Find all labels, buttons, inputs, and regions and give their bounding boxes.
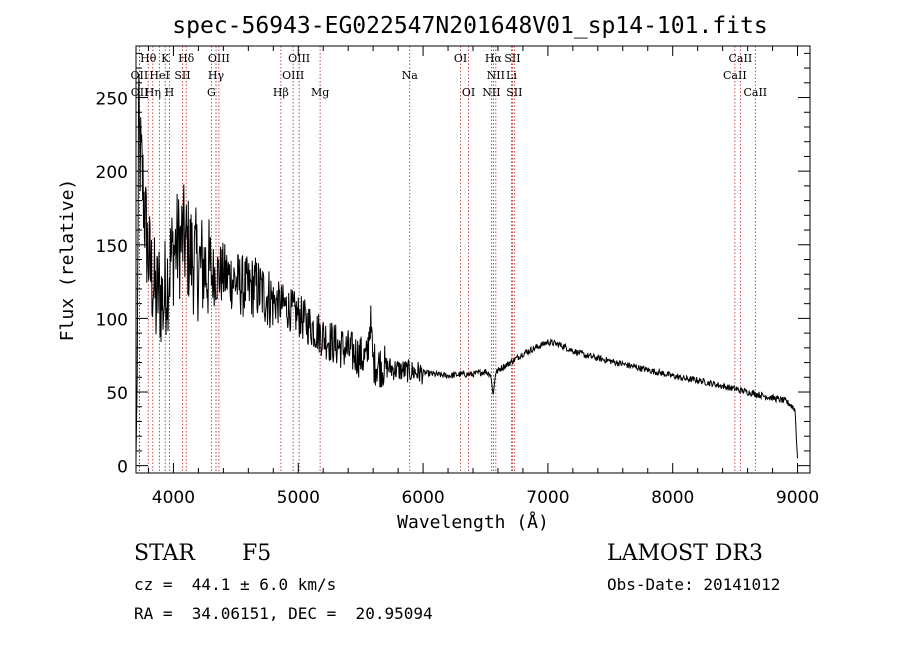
line-label: H (165, 86, 175, 99)
axis-ticks (136, 46, 810, 473)
x-tick-label: 4000 (152, 488, 195, 508)
obs-date: Obs-Date: 20141012 (607, 575, 781, 594)
line-label: NII (487, 69, 505, 82)
object-subclass: F5 (242, 541, 272, 566)
x-tick-label: 9000 (776, 488, 819, 508)
line-label: SII (504, 52, 520, 65)
line-label: Hθ (140, 52, 157, 65)
line-label: NII (482, 86, 500, 99)
y-tick-label: 150 (96, 237, 128, 257)
chart-title: spec-56943-EG022547N201648V01_sp14-101.f… (172, 13, 767, 39)
y-axis-label: Flux (relative) (57, 179, 78, 342)
line-label: OIII (208, 52, 230, 65)
line-label: Hγ (208, 69, 225, 82)
line-label: OIII (282, 69, 304, 82)
x-axis-label: Wavelength (Å) (397, 511, 549, 533)
y-tick-label: 100 (96, 310, 128, 330)
line-label: OI (462, 86, 475, 99)
line-label: OIII (288, 52, 310, 65)
y-tick-label: 250 (96, 90, 128, 110)
line-label: Na (402, 69, 419, 82)
y-tick-label: 50 (106, 384, 128, 404)
flux-series-line (135, 73, 798, 459)
line-label: CaII (723, 69, 747, 82)
line-label: Li (506, 69, 517, 82)
axis-tick-labels: 4000 5000 6000 7000 8000 9000 0 50 100 150 200 250 (96, 90, 820, 508)
line-label: Hδ (178, 52, 195, 65)
x-tick-label: 8000 (651, 488, 694, 508)
line-label: CaII (743, 86, 767, 99)
y-tick-label: 200 (96, 163, 128, 183)
line-label: Hα (485, 52, 503, 65)
line-label: K (161, 52, 170, 65)
emission-line-markers (138, 46, 756, 473)
line-label: G (207, 86, 216, 99)
survey-name: LAMOST DR3 (607, 541, 763, 566)
line-label: HeI (149, 69, 169, 82)
x-tick-label: 7000 (526, 488, 569, 508)
redshift-info: cz = 44.1 ± 6.0 km/s (134, 575, 337, 594)
line-label: Hβ (273, 86, 289, 99)
line-label: OI (454, 52, 467, 65)
emission-line-labels: HθOIIOIIHeIHηKHSIIHδGOIIIHγHβOIIIOIIIMgN… (131, 52, 768, 99)
line-label: CaII (729, 52, 753, 65)
line-label: OII (131, 86, 149, 99)
x-tick-label: 5000 (277, 488, 320, 508)
coordinates-info: RA = 34.06151, DEC = 20.95094 (134, 604, 433, 623)
y-tick-label: 0 (117, 458, 128, 478)
object-class: STAR (134, 541, 195, 566)
line-label: SII (506, 86, 522, 99)
plot-frame (135, 45, 811, 474)
line-label: SII (174, 69, 190, 82)
line-label: Mg (311, 86, 329, 99)
x-tick-label: 6000 (401, 488, 444, 508)
line-label: Hη (145, 86, 161, 99)
